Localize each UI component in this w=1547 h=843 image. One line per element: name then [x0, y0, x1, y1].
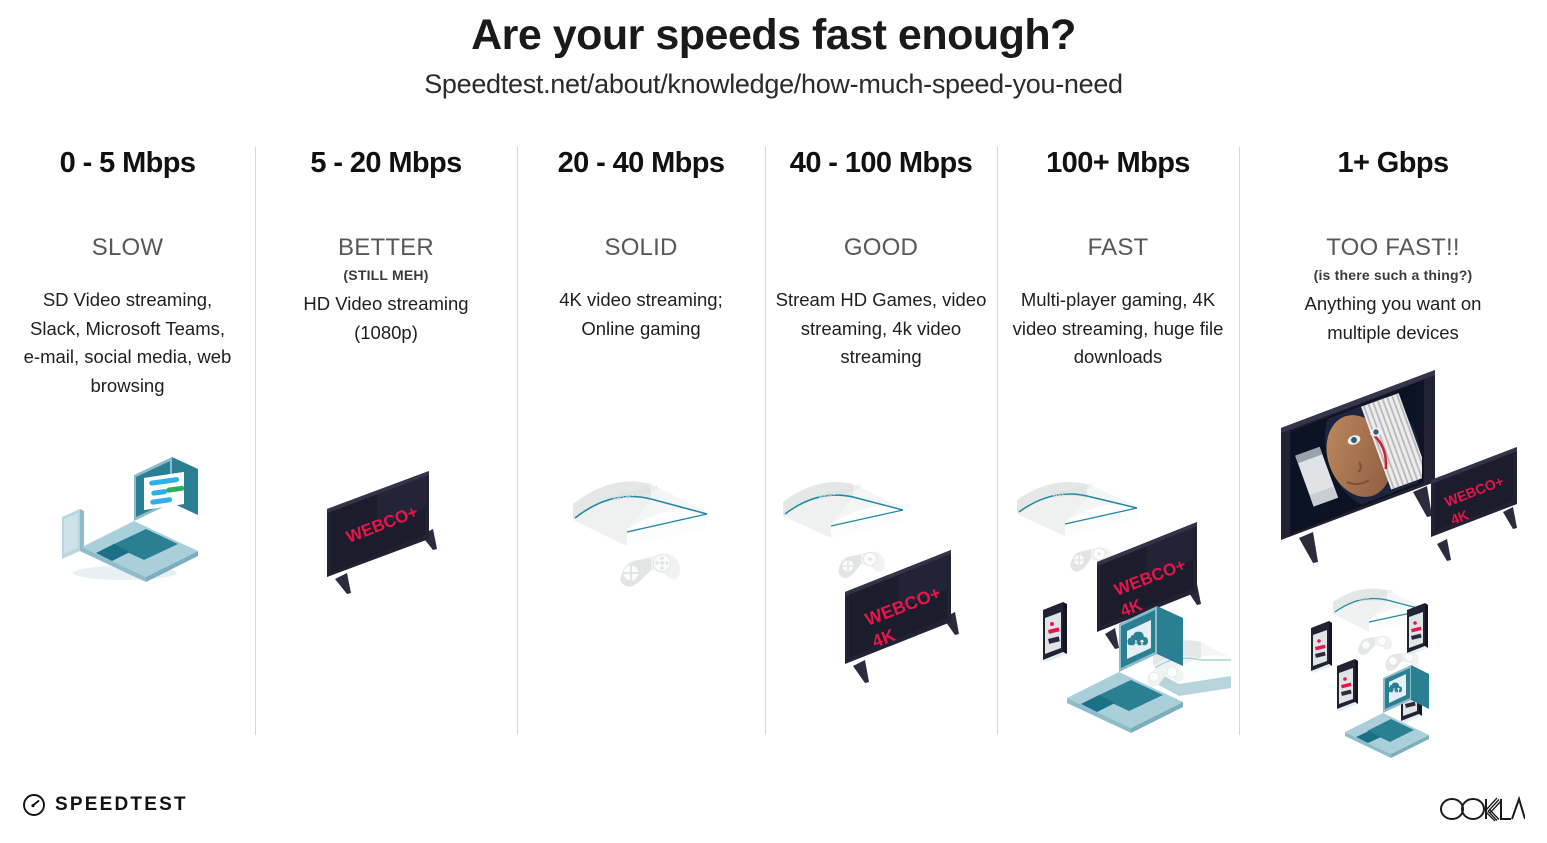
rating-sublabel: (is there such a thing?) — [1313, 267, 1473, 283]
console-brand-label: webcostation — [1357, 589, 1393, 604]
tv-brand-label: WEBCO+ — [344, 502, 421, 547]
ookla-wordmark — [1440, 795, 1526, 822]
gamepad-icon — [620, 553, 681, 587]
speed-range-label: 0 - 5 Mbps — [59, 147, 196, 179]
tv-astronaut-icon — [1281, 370, 1435, 563]
console-icon: webcostation — [783, 482, 904, 538]
laptop-cloud-icon — [1345, 665, 1429, 758]
tv-brand-label: WEBCO+ — [1112, 555, 1189, 600]
speed-tier-column-1: 0 - 5 Mbps SLOW SD Video streaming, Slac… — [0, 135, 255, 745]
phone-icon — [1401, 671, 1422, 723]
rating-label: FAST — [1087, 234, 1149, 261]
laptop-icon — [62, 457, 198, 582]
speed-tier-column-6: 1+ Gbps TOO FAST!! (is there such a thin… — [1239, 135, 1547, 758]
tv-webco-icon: WEBCO+ — [327, 471, 437, 594]
console-tv-group: webcostation — [783, 482, 959, 683]
multi-device-group: webcostation — [1017, 482, 1231, 733]
rating-sublabel: (STILL MEH) — [343, 267, 429, 283]
rating-label: GOOD — [843, 234, 919, 261]
speed-tier-column-4: 40 - 100 Mbps GOOD Stream HD Games, vide… — [765, 135, 997, 745]
speed-range-label: 20 - 40 Mbps — [557, 147, 725, 179]
gamepad-icon — [838, 551, 885, 579]
column-header-4: 40 - 100 Mbps GOOD — [765, 135, 997, 260]
description-text: Multi-player gaming, 4K video streaming,… — [1012, 289, 1224, 368]
column-divider — [517, 147, 518, 735]
speed-tier-column-5: 100+ Mbps FAST Multi-player gaming, 4K v… — [997, 135, 1239, 745]
description-text: HD Video streaming (1080p) — [303, 293, 469, 343]
description-text: 4K video streaming; Online gaming — [559, 289, 723, 339]
rating-label: BETTER — [338, 234, 434, 261]
laptop-cloud-icon — [1067, 606, 1183, 733]
phone-icon — [1337, 659, 1358, 711]
header: Are your speeds fast enough? Speedtest.n… — [0, 0, 1547, 98]
column-header-2: 5 - 20 Mbps BETTER (STILL MEH) — [255, 135, 517, 283]
speed-range-label: 40 - 100 Mbps — [789, 147, 973, 179]
speed-tier-column-3: 20 - 40 Mbps SOLID 4K video streaming; O… — [517, 135, 765, 745]
speed-range-label: 1+ Gbps — [1337, 147, 1449, 179]
tv-webco-4k-icon: WEBCO+ 4K — [1097, 522, 1201, 649]
console-icon: webcostation — [1017, 482, 1138, 536]
phone-icon — [1311, 621, 1332, 673]
console-brand-label: webcostation — [1051, 482, 1093, 499]
column-header-5: 100+ Mbps FAST — [997, 135, 1239, 260]
speed-range-label: 5 - 20 Mbps — [310, 147, 462, 179]
column-divider — [1239, 147, 1240, 735]
router-icon — [1153, 640, 1231, 696]
column-header-6: 1+ Gbps TOO FAST!! (is there such a thin… — [1239, 135, 1547, 283]
rating-label: SLOW — [91, 234, 164, 261]
console-icon: webcostation — [1333, 588, 1426, 632]
tv-brand-label: WEBCO+ — [862, 583, 943, 630]
tv-webco-4k-icon: WEBCO+ 4K — [845, 550, 959, 683]
rating-label: SOLID — [604, 234, 678, 261]
console-icon: webcostation — [573, 481, 708, 587]
gamepad-icon — [1385, 651, 1420, 672]
ookla-logo — [1439, 793, 1526, 828]
tv-resolution-label: 4K — [1118, 595, 1146, 621]
tv-webco-4k-icon: WEBCO+ 4K — [1431, 447, 1517, 561]
speed-tier-columns: 0 - 5 Mbps SLOW SD Video streaming, Slac… — [0, 135, 1547, 758]
speedometer-icon — [23, 794, 45, 816]
astronaut-photo — [1291, 381, 1423, 533]
page-title: Are your speeds fast enough? — [471, 11, 1076, 59]
gamepad-icon — [1358, 635, 1393, 656]
column-divider — [765, 147, 766, 735]
tv-resolution-label: 4K — [1448, 506, 1470, 527]
speedtest-wordmark: SPEEDTEST — [55, 794, 188, 815]
phone-icon — [1407, 603, 1428, 655]
console-brand-label: webcostation — [816, 482, 862, 502]
description-text: SD Video streaming, Slack, Microsoft Tea… — [23, 289, 232, 397]
column-divider — [255, 147, 256, 735]
rating-label: TOO FAST!! — [1326, 234, 1460, 261]
all-devices-group: WEBCO+ 4K webcostation — [1281, 370, 1517, 758]
phone-icon — [62, 509, 84, 559]
column-header-1: 0 - 5 Mbps SLOW — [0, 135, 255, 260]
speed-tier-column-2: 5 - 20 Mbps BETTER (STILL MEH) HD Video … — [255, 135, 517, 745]
speedtest-logo: SPEEDTEST — [22, 793, 188, 817]
column-divider — [997, 147, 998, 735]
page-subtitle: Speedtest.net/about/knowledge/how-much-s… — [424, 69, 1123, 99]
gamepad-icon — [1146, 666, 1184, 688]
tv-brand-label: WEBCO+ — [1442, 473, 1505, 510]
column-header-3: 20 - 40 Mbps SOLID — [517, 135, 765, 260]
gamepad-icon — [1070, 547, 1113, 572]
console-brand-label: webcostation — [610, 483, 658, 503]
phone-icon — [1043, 602, 1067, 662]
speed-range-label: 100+ Mbps — [1046, 147, 1190, 179]
footer: SPEEDTEST — [0, 783, 1547, 843]
description-text: Anything you want on multiple devices — [1304, 293, 1482, 343]
description-text: Stream HD Games, video streaming, 4k vid… — [775, 289, 987, 368]
tv-resolution-label: 4K — [869, 625, 898, 652]
